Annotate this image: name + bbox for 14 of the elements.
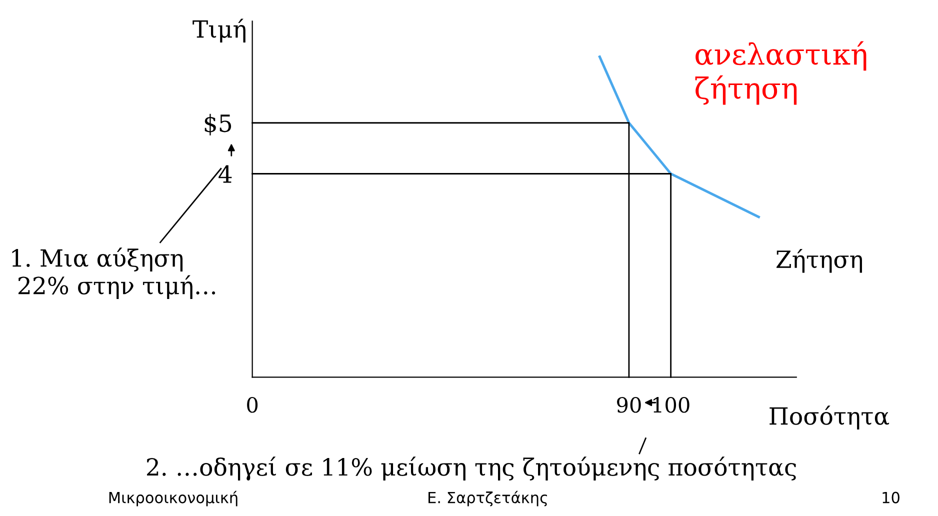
y-tick-label: 4 xyxy=(218,165,232,183)
text: Μικροοικονομική xyxy=(109,490,238,506)
text: 2. …οδηγεί σε 11% μείωση της ζητούμενης ποσότητας xyxy=(146,456,796,480)
text: 1. Μια αύξηση 22% στην τιμή… xyxy=(12,248,216,300)
text: 10 xyxy=(882,492,900,504)
x-tick-label: 90 xyxy=(617,397,641,413)
text: Ε. Σαρτζετάκης xyxy=(428,490,547,506)
series-label: Ζήτηση xyxy=(776,248,862,273)
x-tick-label: 0 xyxy=(247,397,258,413)
annotation: ανελαστική ζήτηση xyxy=(695,41,866,105)
y-tick-label: $5 xyxy=(204,114,232,136)
x-tick-label: 100 xyxy=(653,397,690,413)
x-axis-title: Ποσότητα xyxy=(770,406,890,430)
y-axis-title: Τιμή xyxy=(192,18,246,43)
